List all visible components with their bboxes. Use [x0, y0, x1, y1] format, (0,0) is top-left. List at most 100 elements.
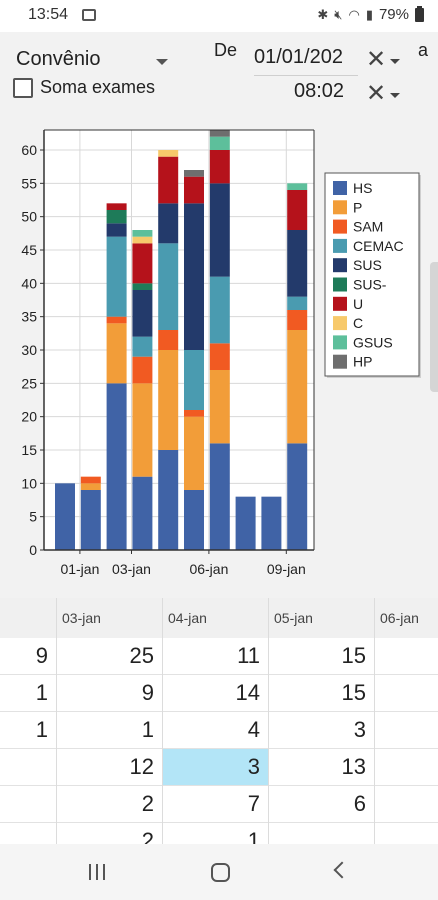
x-tick-label: 09-jan — [267, 561, 306, 577]
table-cell[interactable]: 14 — [235, 680, 260, 705]
table-cell[interactable]: 1 — [35, 680, 48, 705]
bar-segment-p-04-jan — [132, 383, 153, 477]
row-divider — [0, 822, 438, 823]
y-tick-label: 15 — [21, 442, 37, 458]
date-from-field[interactable]: 01/01/202 — [254, 46, 358, 76]
bar-segment-sam-04-jan — [132, 356, 153, 384]
bar-segment-cemac-05-jan — [158, 243, 179, 330]
table-cell[interactable]: 1 — [141, 717, 154, 742]
y-tick-label: 10 — [21, 475, 37, 491]
table-cell[interactable] — [0, 823, 56, 844]
convenio-dropdown[interactable]: Convênio — [16, 48, 174, 78]
bar-segment-p-02-jan — [80, 483, 101, 490]
table-cell[interactable]: 13 — [341, 754, 366, 779]
bar-segment-hs-04-jan — [132, 476, 153, 550]
legend-swatch — [333, 296, 347, 311]
row-divider — [0, 674, 438, 675]
bar-segment-sam-05-jan — [158, 330, 179, 350]
table-cell[interactable]: 15 — [341, 643, 366, 668]
bar-segment-u-03-jan — [106, 203, 127, 210]
table-cell[interactable]: 2 — [141, 791, 154, 816]
bar-segment-sus-05-jan — [158, 203, 179, 244]
legend-swatch — [333, 277, 347, 292]
legend-swatch — [333, 335, 347, 350]
table-cell[interactable]: 3 — [353, 717, 366, 742]
bar-segment-sam-07-jan — [209, 343, 230, 370]
table-cell[interactable] — [0, 786, 56, 822]
date-dropdown-icon[interactable] — [390, 59, 400, 64]
legend-label: GSUS — [353, 334, 393, 350]
table-cell[interactable]: 9 — [141, 680, 154, 705]
y-tick-label: 0 — [29, 542, 37, 558]
table-cell[interactable]: 1 — [247, 828, 260, 844]
clear-time-icon[interactable]: ✕ — [366, 80, 387, 107]
bar-segment-gsus-04-jan — [132, 230, 153, 237]
bar-segment-u-05-jan — [158, 156, 179, 204]
column-header[interactable]: 04-jan — [168, 610, 207, 626]
table-cell[interactable] — [268, 823, 374, 844]
table-cell[interactable]: 3 — [162, 749, 268, 785]
bar-segment-sus-04-jan — [132, 283, 153, 290]
bar-segment-hs-05-jan — [158, 450, 179, 550]
table-cell[interactable] — [0, 749, 56, 785]
table-cell[interactable]: 11 — [237, 643, 260, 668]
time-from-field[interactable]: 08:02 — [294, 80, 345, 102]
bar-segment-sus-06-jan — [184, 203, 204, 350]
column-divider — [56, 598, 57, 844]
x-tick-label: 03-jan — [112, 561, 151, 577]
bar-segment-hs-03-jan — [106, 383, 127, 550]
bar-segment-hs-01-jan — [55, 483, 75, 550]
row-divider — [0, 711, 438, 712]
time-dropdown-icon[interactable] — [390, 93, 400, 98]
chevron-down-icon — [156, 59, 168, 65]
mute-icon: 🔇︎ — [334, 6, 343, 22]
legend-swatch — [333, 238, 347, 253]
bar-segment-c-05-jan — [158, 150, 179, 157]
table-cell[interactable]: 12 — [129, 754, 154, 779]
column-header[interactable]: 06-jan — [380, 610, 419, 626]
side-panel-handle[interactable] — [430, 262, 438, 392]
table-cell[interactable]: 25 — [129, 643, 154, 668]
table-cell[interactable]: 4 — [247, 717, 260, 742]
bar-segment-hp-07-jan — [209, 130, 230, 137]
y-tick-label: 55 — [21, 175, 37, 191]
row-divider — [0, 785, 438, 786]
back-icon[interactable] — [333, 861, 351, 879]
table-cell[interactable]: 7 — [247, 791, 260, 816]
battery-percent: 79% — [378, 6, 409, 23]
home-icon[interactable] — [211, 863, 230, 882]
y-tick-label: 20 — [21, 409, 37, 425]
clear-date-icon[interactable]: ✕ — [366, 46, 387, 73]
table-cell[interactable]: 1 — [35, 717, 48, 742]
bar-segment-sam-02-jan — [80, 476, 101, 484]
recent-apps-icon[interactable] — [88, 864, 108, 880]
legend-label: CEMAC — [353, 238, 404, 254]
column-divider — [162, 598, 163, 844]
y-tick-label: 5 — [29, 509, 37, 525]
soma-exames-checkbox[interactable] — [13, 78, 33, 98]
bar-segment-sus-07-jan — [209, 183, 230, 277]
stacked-bar-chart: 0 5 10 15 20 25 30 35 40 45 50 55 60 01-jan 03-jan 06-j… — [21, 129, 421, 577]
y-tick-label: 50 — [21, 209, 37, 225]
table-cell[interactable]: 15 — [341, 680, 366, 705]
table-cell[interactable]: 9 — [35, 643, 48, 668]
column-header[interactable]: 03-jan — [62, 610, 101, 626]
table-cell[interactable]: 6 — [353, 791, 366, 816]
soma-exames-label: Soma exames — [40, 77, 156, 97]
bar-segment-sus-04-jan — [132, 290, 153, 337]
status-time: 13:54 — [28, 6, 69, 23]
chart-panel: 0 5 10 15 20 25 30 35 40 45 50 55 60 01-jan 03-jan 06-j… — [0, 112, 438, 598]
table-cell[interactable]: 2 — [141, 828, 154, 844]
bar-segment-u-06-jan — [184, 176, 204, 204]
bar-segment-sus-10-jan — [287, 230, 308, 297]
bar-segment-p-05-jan — [158, 350, 179, 450]
status-indicators: ✱ 🔇︎ ◠ ▮ 79% — [317, 5, 424, 23]
bar-segment-c-04-jan — [132, 236, 153, 244]
bar-segment-gsus-07-jan — [209, 136, 230, 150]
bar-segment-cemac-06-jan — [184, 350, 204, 410]
bar-segment-p-07-jan — [209, 370, 230, 444]
legend-swatch — [333, 258, 347, 273]
bar-segment-cemac-07-jan — [209, 276, 230, 344]
y-tick-label: 35 — [21, 309, 37, 325]
column-header[interactable]: 05-jan — [274, 610, 313, 626]
